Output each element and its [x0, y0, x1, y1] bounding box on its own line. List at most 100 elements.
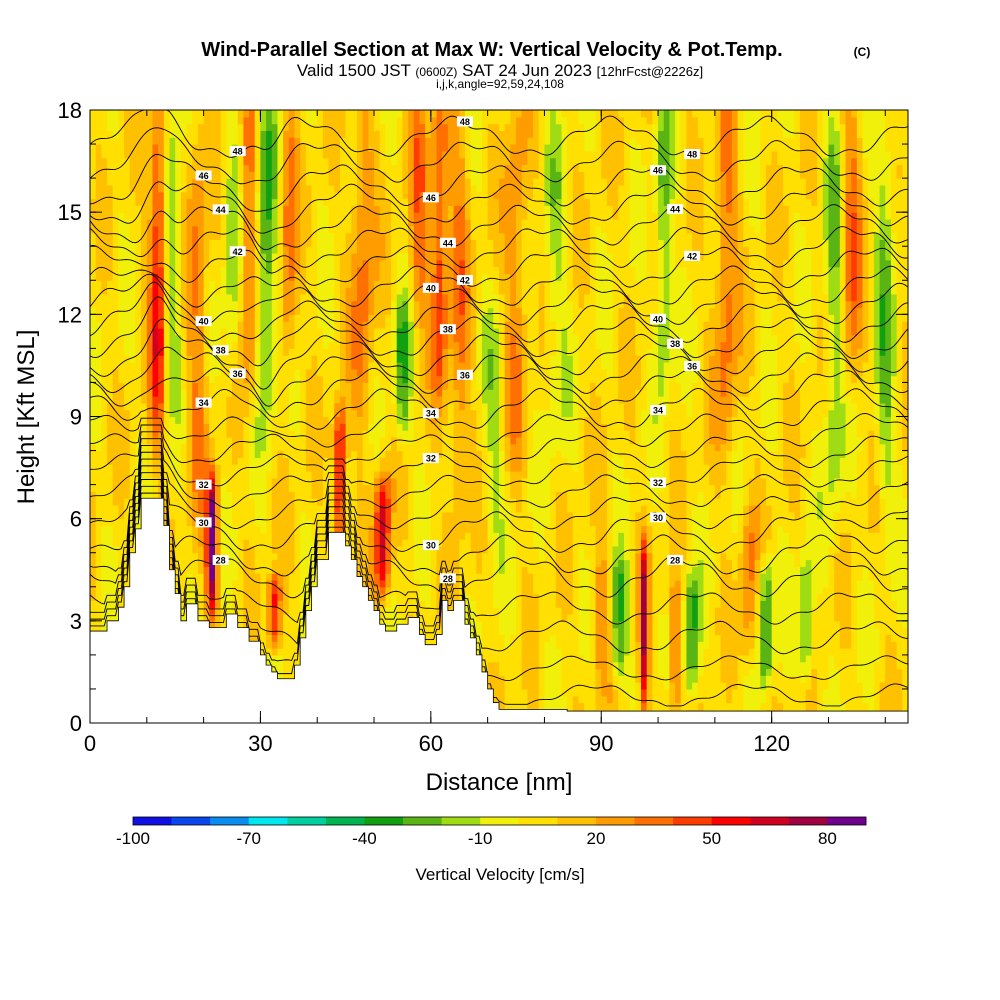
- field-cell: [141, 491, 148, 499]
- field-cell: [90, 164, 97, 172]
- field-cell: [101, 525, 108, 533]
- field-cell: [90, 198, 97, 206]
- field-cell: [118, 552, 125, 561]
- field-cell: [186, 443, 193, 452]
- field-cell: [118, 430, 125, 438]
- field-cell: [334, 464, 341, 472]
- field-cell: [163, 116, 171, 125]
- field-cell: [135, 150, 142, 159]
- field-cell: [385, 191, 392, 200]
- field-cell: [101, 110, 108, 118]
- field-cell: [203, 137, 210, 145]
- field-cell: [283, 266, 290, 275]
- field-cell: [237, 375, 244, 384]
- field-cell: [243, 341, 250, 349]
- field-cell: [163, 423, 171, 431]
- field-cell: [95, 430, 102, 438]
- field-cell: [169, 423, 176, 431]
- field-cell: [300, 110, 307, 118]
- field-cell: [277, 287, 284, 295]
- field-cell: [266, 634, 273, 642]
- field-cell: [203, 436, 210, 445]
- field-cell: [186, 321, 193, 329]
- field-cell: [152, 225, 159, 234]
- field-cell: [192, 443, 199, 452]
- field-cell: [112, 164, 119, 172]
- field-cell: [374, 198, 381, 206]
- field-cell: [95, 171, 102, 179]
- field-cell: [260, 307, 267, 315]
- field-cell: [220, 246, 227, 254]
- field-cell: [209, 525, 216, 533]
- field-cell: [237, 184, 244, 193]
- field-cell: [277, 505, 284, 513]
- field-cell: [197, 600, 205, 608]
- field-cell: [180, 600, 188, 608]
- field-cell: [124, 423, 131, 431]
- field-cell: [220, 362, 227, 370]
- field-cell: [339, 239, 347, 247]
- field-cell: [129, 259, 137, 268]
- field-cell: [169, 307, 176, 315]
- field-cell: [294, 464, 301, 472]
- field-cell: [260, 505, 267, 513]
- field-cell: [283, 423, 290, 431]
- field-cell: [95, 184, 102, 193]
- field-cell: [339, 232, 347, 241]
- field-cell: [192, 436, 199, 445]
- field-cell: [328, 259, 335, 268]
- field-cell: [260, 130, 267, 138]
- field-cell: [152, 341, 159, 349]
- field-cell: [254, 491, 262, 499]
- field-cell: [362, 300, 369, 309]
- chart-params: i,j,k,angle=92,59,24,108: [436, 77, 564, 91]
- field-cell: [192, 498, 199, 506]
- field-cell: [305, 137, 313, 145]
- field-cell: [169, 511, 176, 520]
- field-cell: [334, 198, 341, 206]
- field-cell: [129, 368, 137, 377]
- field-cell: [107, 579, 114, 588]
- field-cell: [197, 164, 205, 172]
- field-cell: [129, 409, 137, 418]
- field-cell: [283, 355, 290, 363]
- field-cell: [118, 266, 125, 275]
- field-cell: [356, 293, 364, 302]
- field-cell: [101, 552, 108, 561]
- field-cell: [129, 327, 137, 336]
- field-cell: [180, 164, 188, 172]
- field-cell: [266, 191, 273, 200]
- field-cell: [192, 300, 199, 309]
- field-cell: [158, 212, 165, 220]
- field-cell: [175, 525, 182, 533]
- field-cell: [101, 259, 108, 268]
- field-cell: [243, 396, 250, 404]
- field-cell: [175, 450, 182, 458]
- field-cell: [220, 566, 227, 574]
- field-cell: [232, 130, 239, 138]
- field-cell: [322, 409, 330, 418]
- field-cell: [186, 518, 193, 527]
- field-cell: [129, 423, 137, 431]
- field-cell: [175, 191, 182, 200]
- field-cell: [209, 225, 216, 234]
- field-cell: [226, 430, 233, 438]
- field-cell: [271, 491, 279, 499]
- field-cell: [362, 362, 369, 370]
- field-cell: [209, 150, 216, 159]
- field-cell: [209, 586, 216, 595]
- field-cell: [385, 620, 392, 629]
- field-cell: [260, 321, 267, 329]
- field-cell: [180, 614, 188, 622]
- field-cell: [368, 443, 375, 452]
- field-cell: [266, 620, 273, 629]
- field-cell: [351, 246, 358, 254]
- field-cell: [277, 579, 284, 588]
- field-cell: [379, 586, 386, 595]
- field-cell: [186, 171, 193, 179]
- field-cell: [220, 253, 227, 261]
- field-cell: [237, 539, 244, 547]
- field-cell: [118, 389, 125, 397]
- field-cell: [243, 362, 250, 370]
- field-cell: [197, 150, 205, 159]
